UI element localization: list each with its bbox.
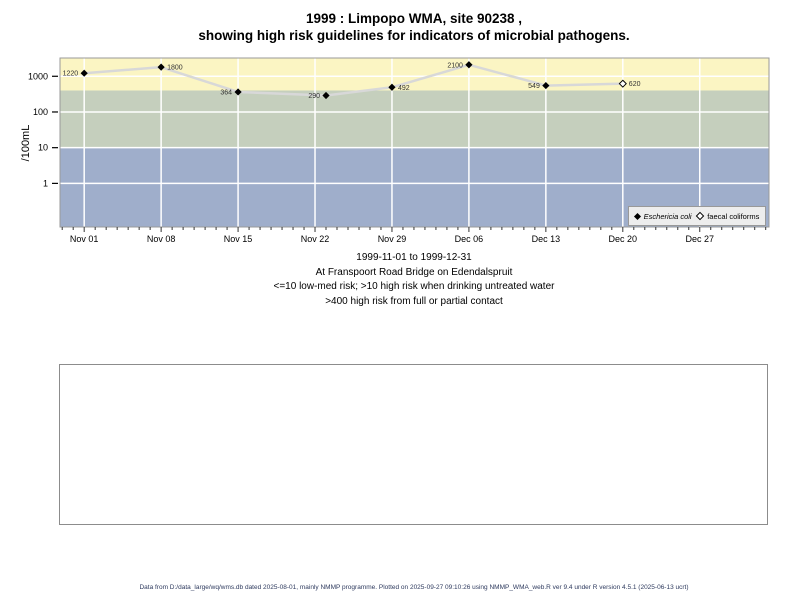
empty-plot-panel bbox=[59, 364, 768, 525]
x-tick-label: Nov 29 bbox=[378, 234, 407, 244]
data-point-marker-filled bbox=[542, 81, 550, 90]
data-point-label: 290 bbox=[308, 93, 320, 100]
band-high-risk-drinking bbox=[60, 90, 769, 148]
data-point-label: 620 bbox=[629, 81, 641, 88]
data-point-marker-filled bbox=[388, 83, 396, 91]
y-tick-label: 1000 bbox=[28, 71, 48, 81]
data-point-marker-filled bbox=[234, 88, 242, 96]
legend-label-ecoli: Eschericia coli bbox=[643, 211, 692, 221]
plot-border bbox=[59, 57, 770, 228]
y-tick-label: 100 bbox=[33, 107, 48, 117]
x-tick-label: Dec 06 bbox=[455, 234, 484, 244]
chart-title: 1999 : Limpopo WMA, site 90238 , showing… bbox=[59, 10, 769, 44]
chart-caption: 1999-11-01 to 1999-12-31 At Franspoort R… bbox=[59, 251, 769, 310]
data-point-marker-filled bbox=[80, 69, 88, 77]
x-tick-label: Dec 13 bbox=[532, 234, 561, 244]
caption-date-range: 1999-11-01 to 1999-12-31 bbox=[356, 252, 472, 263]
y-tick-label: 10 bbox=[38, 143, 48, 153]
chart-legend: Eschericia coli faecal coliforms bbox=[628, 206, 766, 226]
data-point-label: 549 bbox=[528, 83, 540, 90]
caption-guideline-contact: >400 high risk from full or partial cont… bbox=[325, 296, 503, 308]
legend-entry-ecoli: Eschericia coli bbox=[633, 211, 692, 221]
chart-title-line2: showing high risk guidelines for indicat… bbox=[198, 28, 630, 43]
x-tick-label: Nov 15 bbox=[224, 234, 253, 244]
data-point-marker-filled bbox=[465, 61, 473, 69]
data-point-label: 492 bbox=[398, 85, 410, 92]
band-high-risk-contact bbox=[60, 58, 769, 91]
legend-label-faecal: faecal coliforms bbox=[707, 211, 760, 221]
caption-guideline-drinking: <=10 low-med risk; >10 high risk when dr… bbox=[273, 281, 555, 293]
data-point-label: 1800 bbox=[167, 65, 183, 72]
series-line bbox=[84, 63, 623, 97]
data-point-marker-filled bbox=[322, 91, 330, 100]
data-point-label: 2100 bbox=[447, 62, 463, 69]
data-point-marker-filled bbox=[157, 63, 165, 71]
open-diamond-icon bbox=[695, 211, 705, 221]
filled-diamond-icon bbox=[633, 212, 641, 220]
data-point-marker-open bbox=[618, 79, 627, 88]
x-tick-label: Nov 08 bbox=[147, 234, 176, 244]
legend-entry-faecal: faecal coliforms bbox=[695, 211, 760, 221]
x-tick-label: Nov 01 bbox=[70, 234, 99, 244]
footer-note: Data from D:/data_large/wq/wms.db dated … bbox=[139, 584, 689, 591]
caption-site-location: At Franspoort Road Bridge on Edendalspru… bbox=[315, 266, 513, 278]
chart-title-line1: 1999 : Limpopo WMA, site 90238 , bbox=[305, 11, 523, 26]
x-tick-label: Nov 22 bbox=[301, 234, 330, 244]
x-tick-label: Dec 20 bbox=[609, 234, 638, 244]
chart-canvas: Nov 01 Nov 08 Nov 15 Nov 22 Nov 29 Dec 06 Dec … bbox=[28, 57, 770, 244]
y-tick-label: 1 bbox=[43, 178, 48, 188]
x-tick-label: Dec 27 bbox=[685, 234, 714, 244]
data-point-label: 1220 bbox=[63, 71, 79, 78]
data-point-label: 364 bbox=[220, 89, 232, 96]
